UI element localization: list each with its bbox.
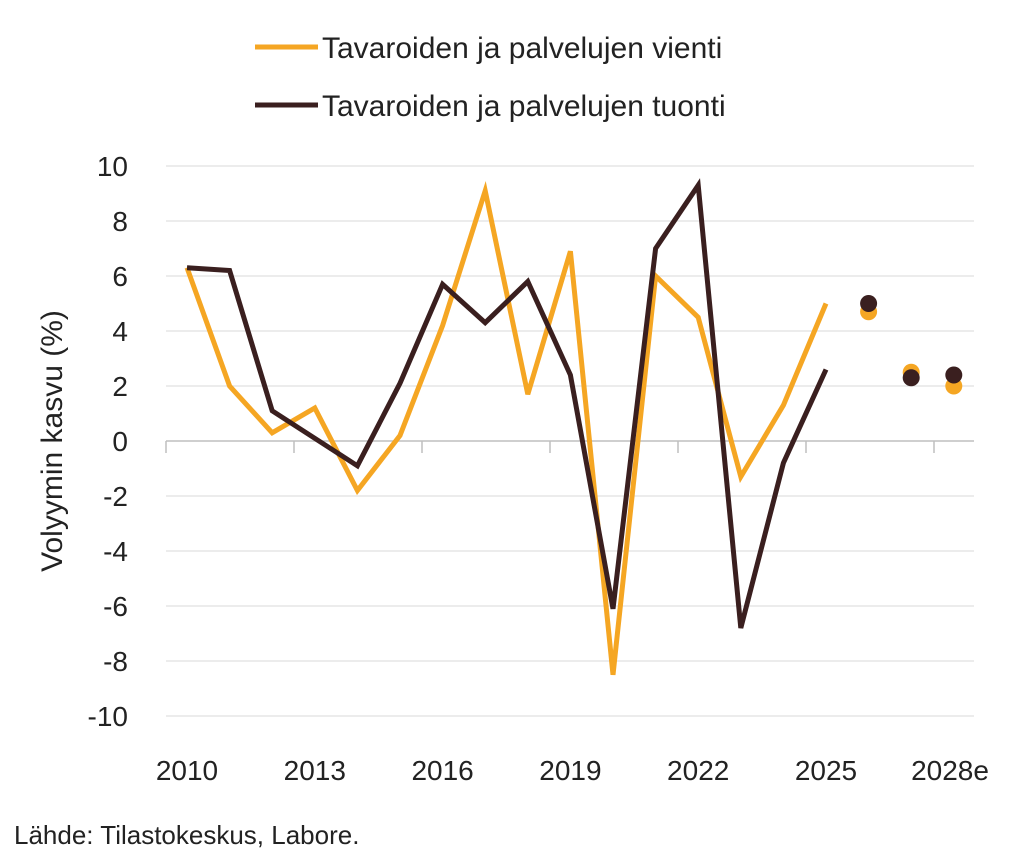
legend: Tavaroiden ja palvelujen vienti Tavaroid…: [255, 32, 726, 123]
y-tick-label: -2: [103, 481, 128, 512]
source-note: Lähde: Tilastokeskus, Labore.: [14, 820, 360, 850]
y-axis-title: Volyymin kasvu (%): [36, 310, 69, 572]
legend-label-import: Tavaroiden ja palvelujen tuonti: [322, 90, 726, 123]
y-tick-label: 8: [112, 206, 128, 237]
series-line-import: [186, 178, 829, 629]
x-tick-label: 2010: [156, 755, 218, 786]
x-tick-labels: 2010 2013 2016 2019 2022 2025 2028e: [156, 755, 989, 786]
forecast-point-import: [860, 295, 878, 312]
y-tick-label: 10: [97, 151, 128, 182]
axes: [165, 440, 974, 453]
y-tick-label: -6: [103, 591, 128, 622]
y-tick-label: 0: [112, 426, 128, 457]
y-tick-label: 4: [112, 316, 128, 347]
x-tick-label: 2019: [539, 755, 601, 786]
y-tick-labels: 10 8 6 4 2 0 -2 -4 -6 -8 -10: [88, 151, 128, 732]
x-tick-label: 2013: [284, 755, 346, 786]
forecast-point-import: [945, 366, 963, 384]
x-tick-label: 2025: [795, 755, 857, 786]
x-tick-label: 2022: [667, 755, 729, 786]
legend-label-export: Tavaroiden ja palvelujen vienti: [322, 32, 722, 65]
series-line-export: [184, 180, 829, 676]
y-tick-label: 6: [112, 261, 128, 292]
x-tick-label: 2028e: [911, 755, 989, 786]
y-tick-label: -4: [103, 536, 128, 567]
x-tick-label: 2016: [411, 755, 473, 786]
series-group: [184, 178, 963, 676]
y-tick-label: -10: [88, 701, 128, 732]
y-tick-label: -8: [103, 646, 128, 677]
y-tick-label: 2: [112, 371, 128, 402]
forecast-point-import: [902, 369, 920, 387]
gridlines: [166, 165, 974, 717]
